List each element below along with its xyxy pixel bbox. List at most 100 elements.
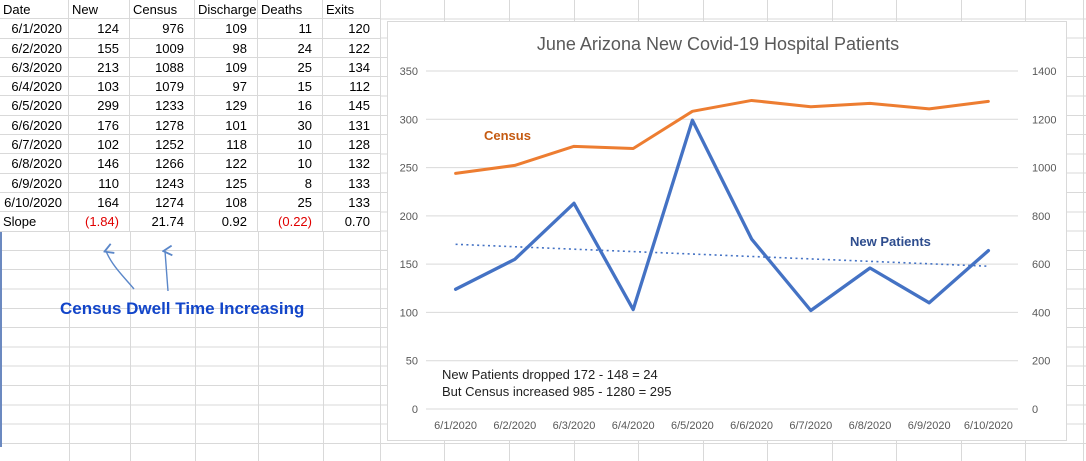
table-cell-value[interactable]: 1252 xyxy=(130,135,195,155)
table-cell-date[interactable]: 6/7/2020 xyxy=(0,135,69,155)
table-cell-value[interactable]: 122 xyxy=(195,154,258,174)
column-header-deaths[interactable]: Deaths xyxy=(258,0,323,20)
table-cell-date[interactable]: 6/1/2020 xyxy=(0,19,69,39)
table-cell-value[interactable]: 98 xyxy=(195,38,258,58)
dwell-time-annotation[interactable]: Census Dwell Time Increasing xyxy=(60,299,305,318)
table-cell-value[interactable]: 299 xyxy=(69,96,130,116)
x-axis-tick: 6/9/2020 xyxy=(908,420,951,432)
left-axis-tick: 200 xyxy=(400,211,418,223)
slope-row-label[interactable]: Slope xyxy=(0,212,69,232)
table-cell-value[interactable]: 122 xyxy=(323,38,381,58)
table-cell-date[interactable]: 6/2/2020 xyxy=(0,38,69,58)
table-cell-value[interactable]: 176 xyxy=(69,115,130,136)
column-header-exits[interactable]: Exits xyxy=(323,0,381,20)
table-cell-value[interactable]: 24 xyxy=(258,38,323,58)
left-axis-tick: 300 xyxy=(400,114,418,126)
left-axis-tick: 0 xyxy=(412,404,418,416)
table-cell-value[interactable]: 133 xyxy=(323,173,381,193)
table-cell-value[interactable]: 112 xyxy=(323,77,381,97)
chart-annotation-line2: But Census increased 985 - 1280 = 295 xyxy=(442,384,672,399)
table-cell-value[interactable]: 155 xyxy=(69,38,130,58)
table-cell-value[interactable]: 25 xyxy=(258,57,323,78)
left-axis-tick: 250 xyxy=(400,163,418,175)
table-cell-value[interactable]: 164 xyxy=(69,192,130,213)
table-cell-value[interactable]: 8 xyxy=(258,173,323,193)
right-axis-tick: 200 xyxy=(1032,356,1050,368)
x-axis-tick: 6/5/2020 xyxy=(671,420,714,432)
left-axis-tick: 350 xyxy=(400,66,418,78)
column-header-new[interactable]: New xyxy=(69,0,130,20)
left-axis-tick: 150 xyxy=(400,259,418,271)
new-patients-series-label: New Patients xyxy=(850,234,931,249)
data-table: Date New Census Discharge Deaths Exits 6/1/202… xyxy=(0,0,381,232)
table-cell-value[interactable]: 125 xyxy=(195,173,258,193)
table-cell-value[interactable]: 124 xyxy=(69,19,130,39)
x-axis-tick: 6/7/2020 xyxy=(789,420,832,432)
table-cell-value[interactable]: 1278 xyxy=(130,115,195,136)
table-cell-value[interactable]: 1266 xyxy=(130,154,195,174)
table-cell-value[interactable]: 1233 xyxy=(130,96,195,116)
right-axis-tick: 400 xyxy=(1032,307,1050,319)
table-cell-value[interactable]: 16 xyxy=(258,96,323,116)
table-cell-value[interactable]: 976 xyxy=(130,19,195,39)
table-cell-value[interactable]: 1009 xyxy=(130,38,195,58)
table-cell-value[interactable]: 1243 xyxy=(130,173,195,193)
trendline xyxy=(455,243,989,268)
chart-title: June Arizona New Covid-19 Hospital Patie… xyxy=(536,34,900,54)
table-cell-value[interactable]: 132 xyxy=(323,154,381,174)
table-cell-date[interactable]: 6/8/2020 xyxy=(0,154,69,174)
table-cell-date[interactable]: 6/10/2020 xyxy=(0,192,69,213)
table-cell-value[interactable]: 10 xyxy=(258,135,323,155)
chart-annotation-line1: New Patients dropped 172 - 148 = 24 xyxy=(442,367,658,382)
chart-plot: 0 50 100 150 200 250 300 350 0 200 400 600 800 1000 12… xyxy=(400,66,1057,432)
right-axis-tick: 800 xyxy=(1032,211,1050,223)
table-cell-date[interactable]: 6/5/2020 xyxy=(0,96,69,116)
slope-value[interactable]: 21.74 xyxy=(130,212,195,232)
table-cell-value[interactable]: 10 xyxy=(258,154,323,174)
table-cell-value[interactable]: 1088 xyxy=(130,57,195,78)
column-header-census[interactable]: Census xyxy=(130,0,195,20)
column-header-date[interactable]: Date xyxy=(0,0,69,20)
table-cell-date[interactable]: 6/6/2020 xyxy=(0,115,69,136)
table-cell-value[interactable]: 15 xyxy=(258,77,323,97)
table-cell-value[interactable]: 1274 xyxy=(130,192,195,213)
table-cell-value[interactable]: 1079 xyxy=(130,77,195,97)
table-cell-value[interactable]: 30 xyxy=(258,115,323,136)
right-axis-tick: 0 xyxy=(1032,404,1038,416)
column-header-discharge[interactable]: Discharge xyxy=(195,0,258,20)
table-cell-date[interactable]: 6/3/2020 xyxy=(0,57,69,78)
table-cell-value[interactable]: 110 xyxy=(69,173,130,193)
slope-value[interactable]: (0.22) xyxy=(258,212,323,232)
table-cell-value[interactable]: 213 xyxy=(69,57,130,78)
table-cell-value[interactable]: 102 xyxy=(69,135,130,155)
series-line-new-patients xyxy=(453,118,991,313)
table-cell-value[interactable]: 134 xyxy=(323,57,381,78)
table-cell-value[interactable]: 101 xyxy=(195,115,258,136)
table-cell-date[interactable]: 6/9/2020 xyxy=(0,173,69,193)
table-cell-value[interactable]: 133 xyxy=(323,192,381,213)
census-series-label: Census xyxy=(484,128,531,143)
table-cell-value[interactable]: 109 xyxy=(195,19,258,39)
table-cell-value[interactable]: 146 xyxy=(69,154,130,174)
table-cell-value[interactable]: 129 xyxy=(195,96,258,116)
table-cell-value[interactable]: 25 xyxy=(258,192,323,213)
slope-value[interactable]: 0.92 xyxy=(195,212,258,232)
table-cell-value[interactable]: 97 xyxy=(195,77,258,97)
table-cell-value[interactable]: 118 xyxy=(195,135,258,155)
right-axis-tick: 1000 xyxy=(1032,163,1056,175)
slope-value[interactable]: 0.70 xyxy=(323,212,381,232)
table-cell-value[interactable]: 131 xyxy=(323,115,381,136)
right-axis-tick: 1200 xyxy=(1032,114,1056,126)
table-cell-value[interactable]: 120 xyxy=(323,19,381,39)
table-cell-value[interactable]: 145 xyxy=(323,96,381,116)
table-cell-value[interactable]: 109 xyxy=(195,57,258,78)
table-cell-value[interactable]: 103 xyxy=(69,77,130,97)
table-cell-value[interactable]: 11 xyxy=(258,19,323,39)
slope-value[interactable]: (1.84) xyxy=(69,212,130,232)
table-cell-value[interactable]: 128 xyxy=(323,135,381,155)
chart-container[interactable]: June Arizona New Covid-19 Hospital Patie… xyxy=(387,21,1067,441)
table-cell-date[interactable]: 6/4/2020 xyxy=(0,77,69,97)
x-axis-tick: 6/1/2020 xyxy=(434,420,477,432)
table-cell-value[interactable]: 108 xyxy=(195,192,258,213)
